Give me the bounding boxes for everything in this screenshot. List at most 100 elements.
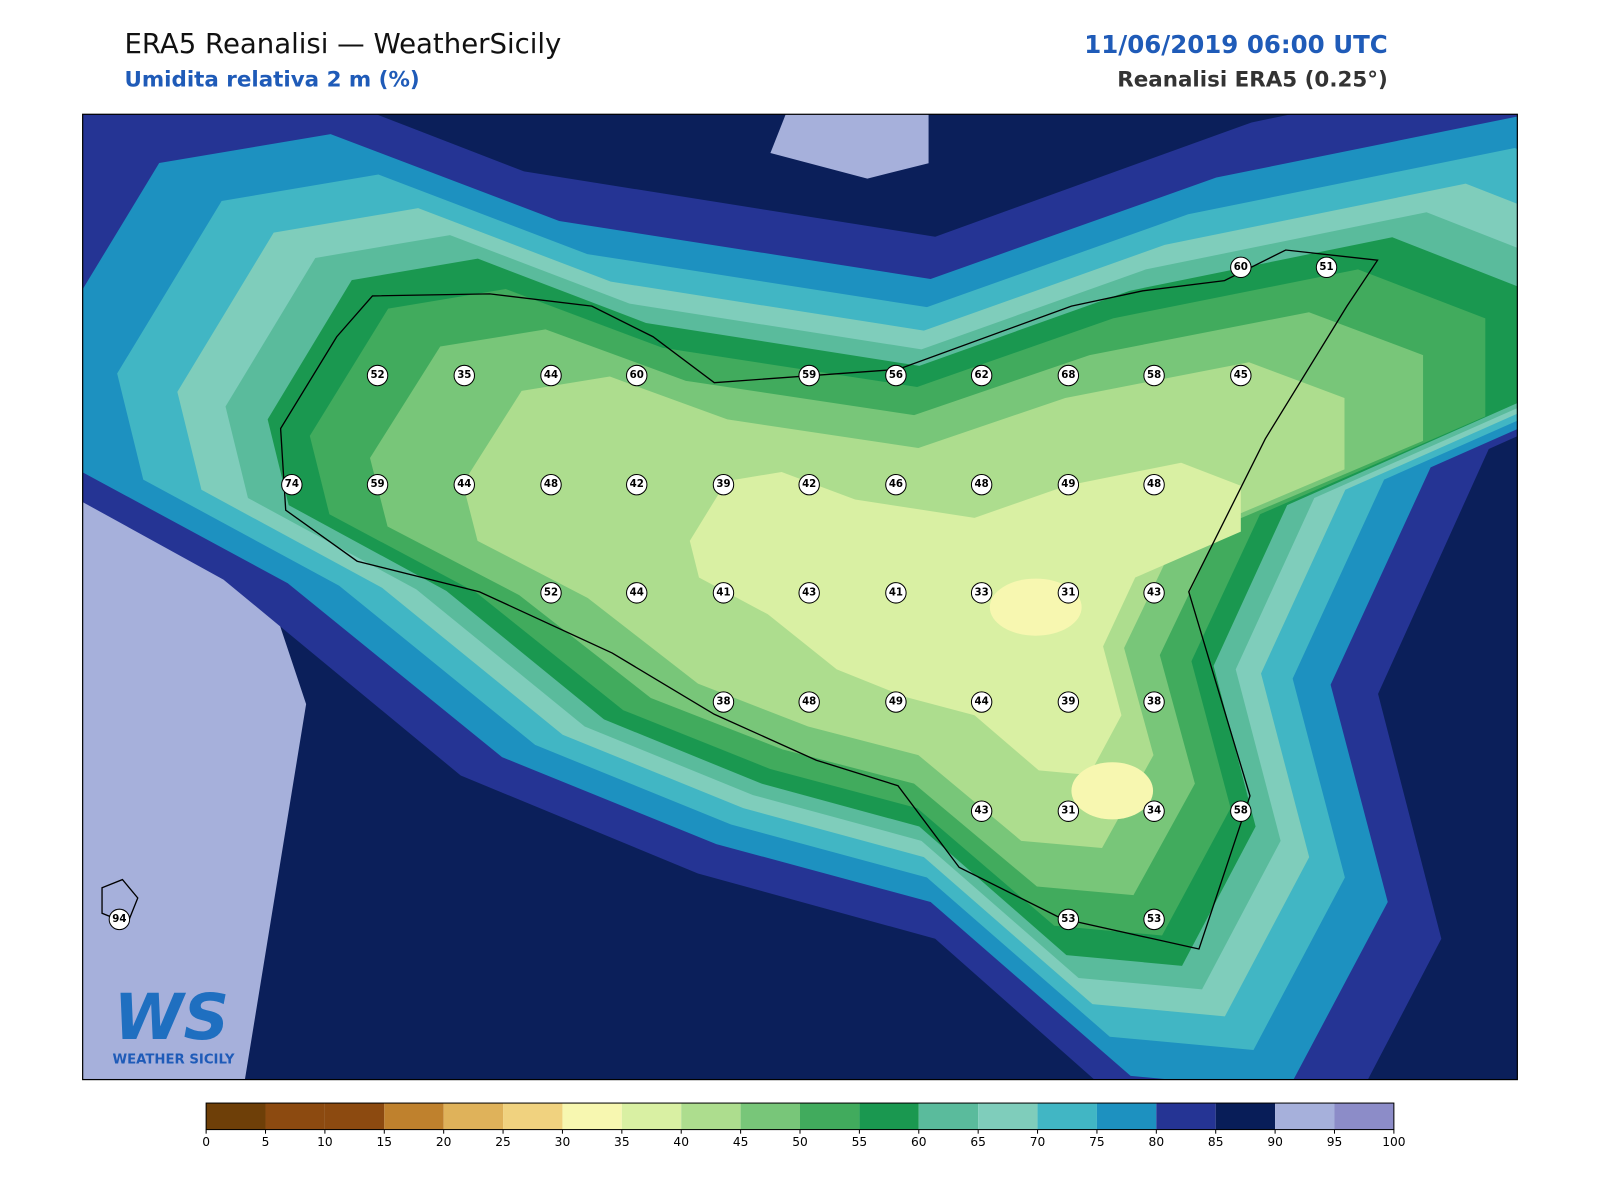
station-marker bbox=[540, 473, 562, 496]
station-marker bbox=[798, 364, 820, 387]
colorbar-swatch bbox=[443, 1103, 504, 1130]
station-value: 31 bbox=[1061, 587, 1075, 598]
station-value: 35 bbox=[457, 370, 471, 381]
station-value: 44 bbox=[457, 479, 471, 490]
station-marker bbox=[1143, 691, 1165, 713]
station-value: 43 bbox=[1147, 587, 1161, 598]
colorbar-swatch bbox=[562, 1103, 622, 1130]
station-value: 46 bbox=[889, 479, 903, 490]
colorbar-tick-label: 60 bbox=[911, 1135, 927, 1149]
station-marker bbox=[970, 691, 993, 713]
station-value: 56 bbox=[889, 370, 903, 381]
colorbar-tick-label: 25 bbox=[495, 1135, 511, 1149]
station-value: 42 bbox=[630, 479, 644, 490]
station-marker bbox=[626, 473, 648, 496]
station-marker bbox=[1230, 256, 1252, 279]
station-value: 44 bbox=[630, 587, 644, 598]
station-marker bbox=[1057, 691, 1080, 713]
colorbar-swatch bbox=[324, 1103, 385, 1130]
station-marker bbox=[366, 473, 389, 496]
station-marker bbox=[885, 364, 907, 387]
station-marker bbox=[1143, 364, 1165, 387]
station-marker bbox=[798, 473, 820, 496]
station-marker bbox=[885, 582, 907, 604]
station-value: 49 bbox=[1061, 479, 1075, 490]
colorbar-tick-label: 70 bbox=[1030, 1135, 1046, 1149]
station-marker bbox=[885, 691, 907, 713]
colorbar-tick-label: 20 bbox=[436, 1135, 452, 1149]
map bbox=[82, 114, 1518, 1080]
station-value: 39 bbox=[716, 479, 730, 490]
station-marker bbox=[626, 582, 648, 604]
station-value: 48 bbox=[1147, 479, 1161, 490]
colorbar-tick-label: 50 bbox=[792, 1135, 808, 1149]
station-marker bbox=[1057, 800, 1080, 822]
station-marker bbox=[281, 473, 303, 496]
station-value: 48 bbox=[975, 479, 989, 490]
colorbar-swatch bbox=[384, 1103, 444, 1130]
colorbar-tick-label: 30 bbox=[555, 1135, 571, 1149]
colorbar-tick-label: 85 bbox=[1208, 1135, 1224, 1149]
stations: 52 35 44 60 59 56 62 68 58 45 60 51 74 59 44 48 42 39 42 46… bbox=[108, 256, 1338, 931]
station-marker bbox=[970, 800, 993, 822]
station-marker bbox=[970, 473, 993, 496]
colorbar-swatch bbox=[206, 1103, 266, 1130]
station-marker bbox=[366, 364, 389, 387]
station-value: 33 bbox=[975, 587, 989, 598]
station-value: 39 bbox=[1061, 697, 1075, 708]
logo-mark: WS bbox=[114, 980, 229, 1054]
station-value: 74 bbox=[285, 479, 299, 490]
colorbar-swatch bbox=[503, 1103, 563, 1130]
station-value: 48 bbox=[802, 697, 816, 708]
colorbar-swatch bbox=[978, 1103, 1038, 1130]
station-value: 43 bbox=[802, 587, 816, 598]
colorbar-tick-label: 40 bbox=[673, 1135, 689, 1149]
colorbar-swatch bbox=[1334, 1103, 1394, 1130]
colorbar-tick-label: 90 bbox=[1267, 1135, 1283, 1149]
station-value: 48 bbox=[544, 479, 558, 490]
station-marker bbox=[798, 691, 820, 713]
colorbar-tick-label: 15 bbox=[376, 1135, 392, 1149]
colorbar-swatch bbox=[859, 1103, 919, 1130]
station-marker bbox=[453, 364, 475, 387]
station-marker bbox=[1230, 800, 1252, 822]
colorbar-swatch bbox=[1037, 1103, 1097, 1130]
station-marker bbox=[712, 691, 735, 713]
station-value: 52 bbox=[544, 587, 558, 598]
station-value: 62 bbox=[975, 370, 989, 381]
colorbar-tick-label: 0 bbox=[202, 1135, 210, 1149]
station-marker bbox=[1230, 364, 1252, 387]
station-value: 49 bbox=[889, 697, 903, 708]
station-value: 31 bbox=[1061, 806, 1075, 817]
logo-name: WEATHER SICILY bbox=[112, 1052, 234, 1067]
colorbar-swatch bbox=[740, 1103, 800, 1130]
colorbar-tick-label: 45 bbox=[733, 1135, 749, 1149]
colorbar-swatch bbox=[1275, 1103, 1335, 1130]
station-value: 44 bbox=[544, 370, 558, 381]
colorbar-swatch bbox=[1096, 1103, 1157, 1130]
station-value: 38 bbox=[716, 697, 730, 708]
colorbar-swatch bbox=[1156, 1103, 1216, 1130]
station-value: 38 bbox=[1147, 697, 1161, 708]
colorbar-swatch bbox=[918, 1103, 979, 1130]
station-value: 45 bbox=[1234, 370, 1248, 381]
station-marker bbox=[885, 473, 907, 496]
station-marker bbox=[540, 582, 562, 604]
colorbar-tick-label: 95 bbox=[1327, 1135, 1343, 1149]
colorbar-swatch bbox=[681, 1103, 741, 1130]
station-value: 53 bbox=[1147, 914, 1161, 925]
station-marker bbox=[1057, 473, 1080, 496]
date: 11/06/2019 06:00 UTC bbox=[1084, 30, 1388, 59]
station-value: 43 bbox=[975, 806, 989, 817]
station-value: 41 bbox=[889, 587, 903, 598]
station-value: 60 bbox=[1234, 262, 1248, 273]
station-marker bbox=[712, 473, 735, 496]
station-marker bbox=[970, 582, 993, 604]
station-marker bbox=[1143, 582, 1165, 604]
colorbar-swatch bbox=[1215, 1103, 1276, 1130]
station-value: 58 bbox=[1234, 806, 1248, 817]
station-marker bbox=[798, 582, 820, 604]
station-value: 42 bbox=[802, 479, 816, 490]
station-marker bbox=[540, 364, 562, 387]
